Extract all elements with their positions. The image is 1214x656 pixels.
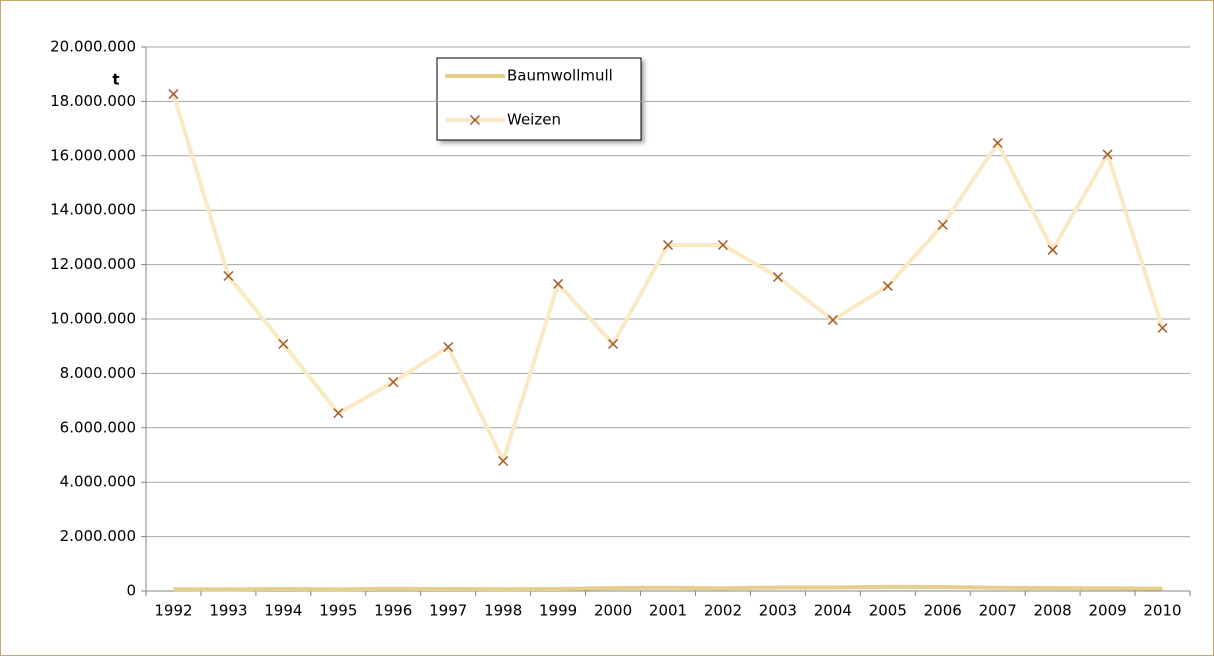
x-tick-label: 2008 — [1034, 602, 1072, 620]
series-line — [173, 584, 1163, 592]
series-marker — [333, 408, 344, 419]
series-marker — [608, 338, 619, 350]
x-tick-label: 2006 — [924, 602, 962, 620]
y-tick-label: 0 — [126, 582, 136, 600]
series-marker — [388, 377, 399, 388]
y-tick-label: 14.000.000 — [50, 201, 136, 219]
legend-marker — [469, 114, 481, 126]
y-tick-label: 16.000.000 — [50, 146, 136, 164]
x-tick-label: 2001 — [649, 602, 687, 620]
y-axis-title: t — [112, 71, 119, 89]
series-marker — [553, 278, 564, 289]
series-marker — [827, 315, 838, 326]
y-tick-label: 6.000.000 — [60, 418, 136, 436]
x-tick-label: 2007 — [979, 602, 1017, 620]
series-marker — [223, 270, 234, 282]
series-marker — [168, 89, 179, 100]
x-tick-label: 1995 — [319, 602, 357, 620]
series-marker — [1047, 244, 1058, 255]
x-tick-label: 1996 — [374, 602, 412, 620]
x-tick-label: 1998 — [484, 602, 522, 620]
y-tick-label: 8.000.000 — [60, 364, 136, 382]
x-tick-label: 2004 — [814, 602, 852, 620]
series-marker — [1102, 149, 1113, 160]
y-tick-label: 12.000.000 — [50, 255, 136, 273]
series-marker — [662, 239, 674, 251]
legend-label: Weizen — [507, 111, 561, 129]
legend-label: Baumwollmull — [507, 67, 613, 85]
x-tick-label: 2009 — [1088, 602, 1126, 620]
x-tick-label: 1993 — [209, 602, 247, 620]
y-tick-label: 2.000.000 — [60, 527, 136, 545]
series-marker — [882, 281, 893, 292]
y-tick-label: 18.000.000 — [50, 92, 136, 110]
x-tick-label: 1999 — [539, 602, 577, 620]
series-marker — [498, 455, 509, 467]
x-tick-label: 2002 — [704, 602, 742, 620]
legend: Baumwollmull Weizen — [436, 57, 642, 141]
series-marker — [717, 239, 728, 251]
x-tick-label: 2010 — [1143, 602, 1181, 620]
y-tick-label: 10.000.000 — [50, 310, 136, 328]
x-tick-label: 2000 — [594, 602, 632, 620]
series-marker — [992, 137, 1003, 149]
x-tick-label: 1994 — [264, 602, 302, 620]
y-tick-label: 4.000.000 — [60, 473, 136, 491]
y-tick-label: 20.000.000 — [50, 38, 136, 56]
x-tick-label: 2003 — [759, 602, 797, 620]
x-tick-label: 2005 — [869, 602, 907, 620]
x-tick-label: 1997 — [429, 602, 467, 620]
series-marker — [278, 338, 289, 350]
legend-box — [436, 57, 642, 141]
series-marker — [1157, 322, 1168, 334]
series-marker — [443, 341, 454, 353]
series-marker — [772, 272, 783, 283]
series-marker — [937, 219, 948, 230]
x-tick-label: 1992 — [154, 602, 192, 620]
